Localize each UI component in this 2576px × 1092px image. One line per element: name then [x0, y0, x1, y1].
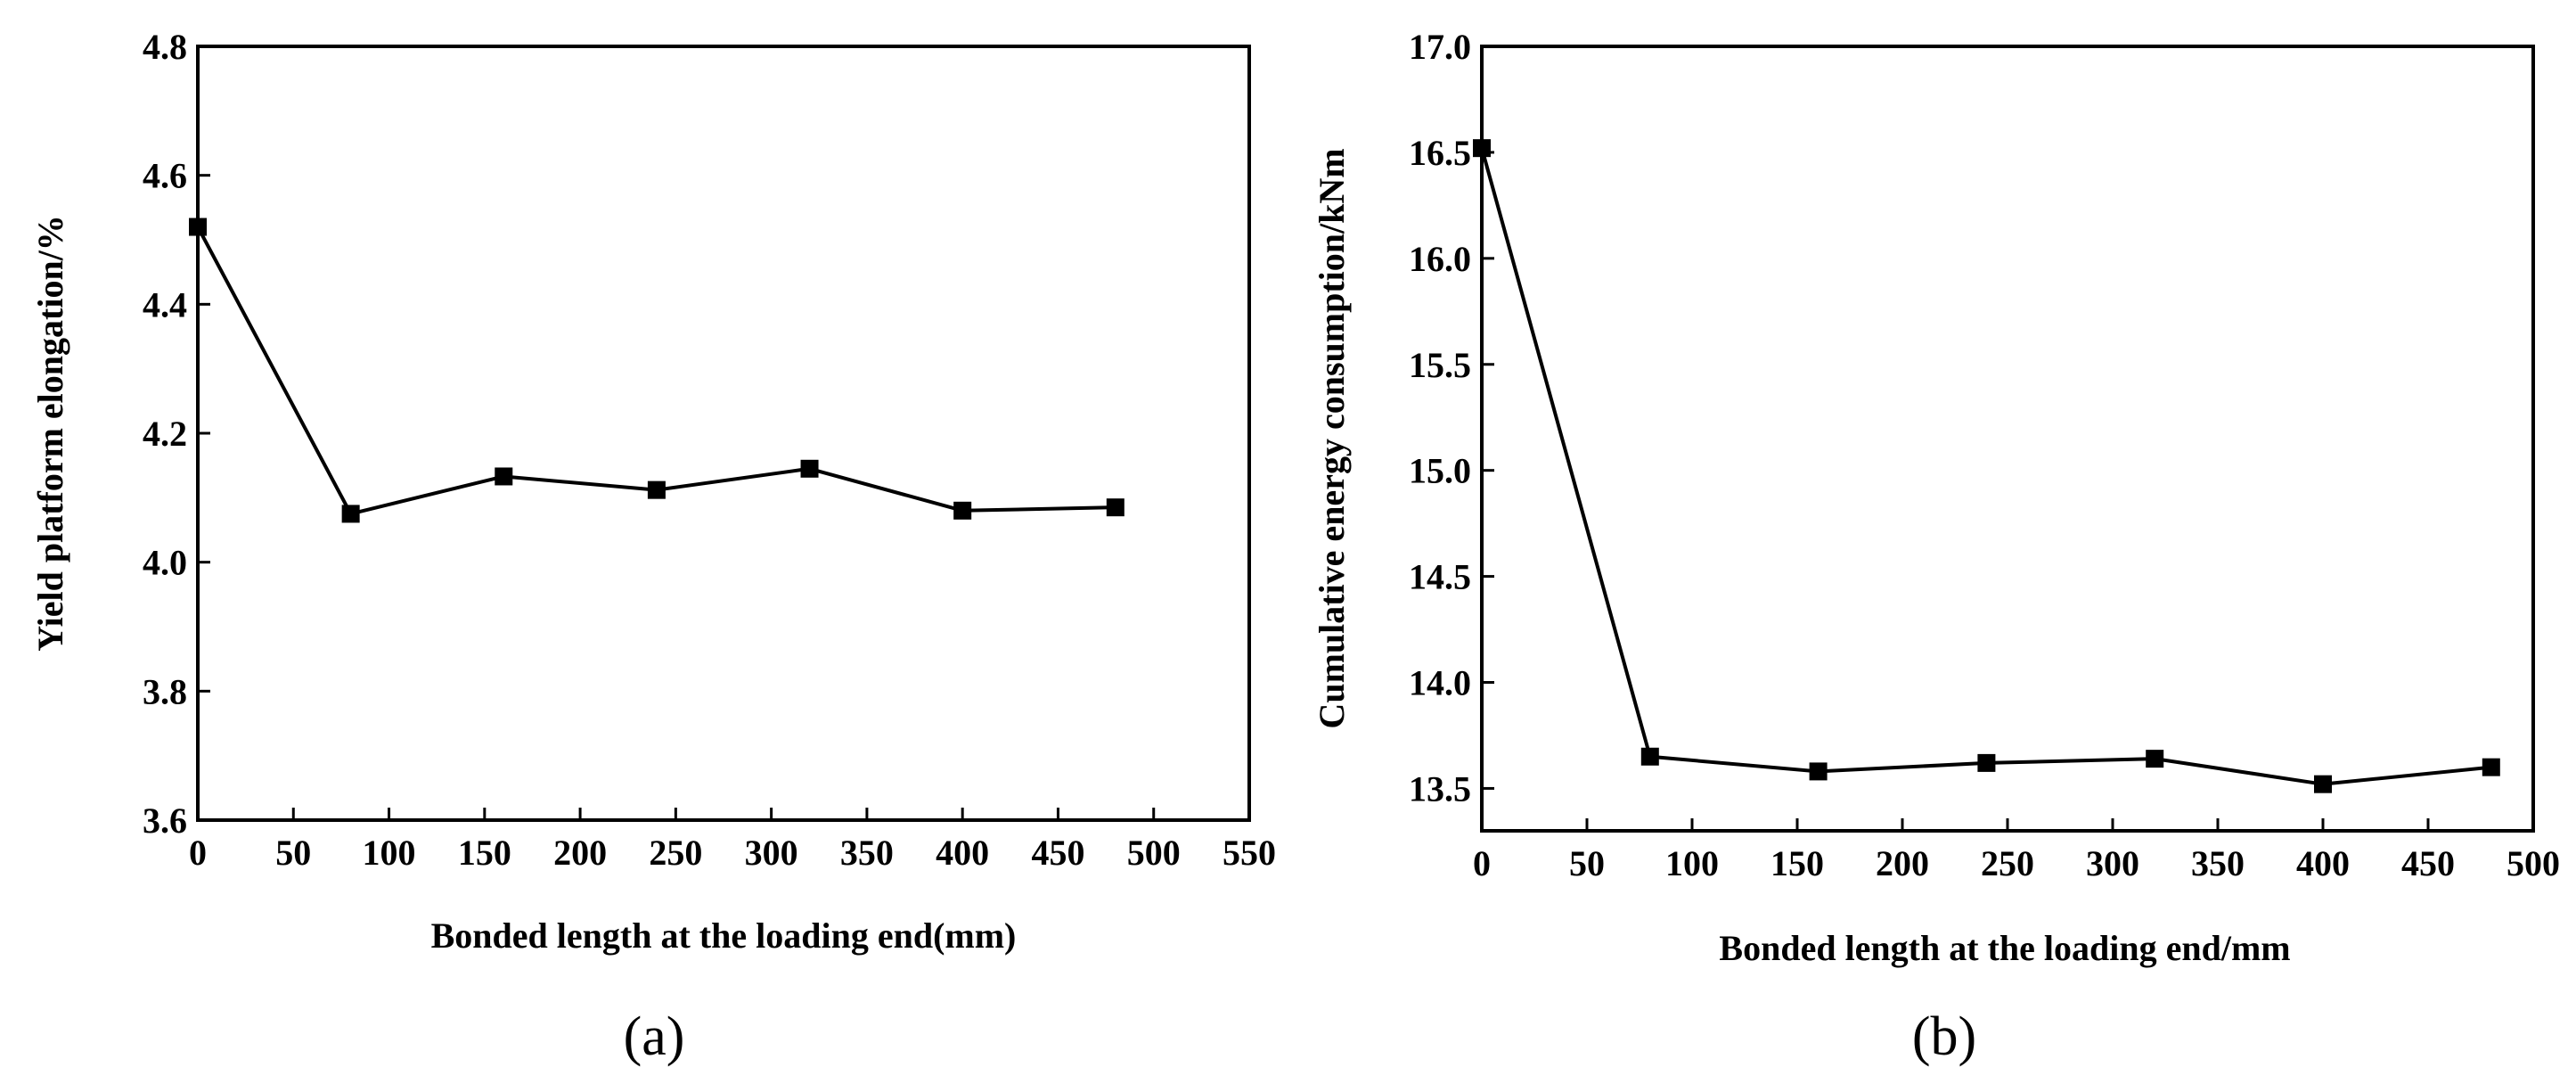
data-point [2146, 750, 2164, 768]
x-tick-label: 450 [2401, 843, 2455, 883]
y-tick-label: 16.5 [1409, 133, 1471, 173]
x-tick-label: 200 [553, 833, 607, 873]
y-tick-label: 4.8 [143, 27, 187, 67]
data-point [2314, 775, 2332, 793]
data-point [800, 459, 819, 478]
x-tick-label: 200 [1876, 843, 1929, 883]
chart-panel-b: 0 50 100 150 200 250 300 350 400 450 500 13.5 14.0 14… [1312, 27, 2560, 1067]
y-axis-label-b: Cumulative energy consumption/kNm [1312, 148, 1352, 728]
x-tick-label: 50 [1569, 843, 1605, 883]
panel-label-b: (b) [1912, 1006, 1976, 1067]
axis-ticks-b: 0 50 100 150 200 250 300 350 400 450 500 13.5 14.0 14… [1409, 27, 2560, 883]
x-tick-label: 350 [2191, 843, 2245, 883]
x-tick-label: 250 [649, 833, 702, 873]
y-tick-label: 4.0 [143, 543, 187, 583]
x-tick-label: 150 [458, 833, 511, 873]
x-tick-label: 500 [2506, 843, 2560, 883]
data-point [341, 505, 360, 523]
data-point [953, 501, 972, 520]
x-tick-label: 300 [2086, 843, 2139, 883]
data-point [2482, 758, 2500, 776]
y-tick-label: 16.0 [1409, 239, 1471, 279]
data-point [1809, 762, 1828, 781]
x-tick-label: 350 [840, 833, 894, 873]
x-tick-label: 550 [1223, 833, 1276, 873]
y-tick-label: 17.0 [1409, 27, 1471, 67]
data-point [1106, 498, 1124, 517]
y-tick-label: 4.6 [143, 156, 187, 196]
x-axis-label-a: Bonded length at the loading end(mm) [431, 915, 1017, 956]
y-tick-label: 4.2 [143, 414, 187, 454]
data-point [1977, 753, 1996, 772]
x-tick-label: 50 [275, 833, 311, 873]
series-line [1480, 147, 2492, 786]
x-tick-label: 300 [745, 833, 798, 873]
data-point [1640, 747, 1659, 766]
x-tick-label: 250 [1981, 843, 2034, 883]
y-axis-label-a: Yield platform elongation/% [30, 215, 70, 652]
axis-ticks-a: 0 50 100 150 200 250 300 350 400 450 500 550 3.6 3.8 4… [143, 27, 1276, 873]
x-tick-label: 100 [363, 833, 416, 873]
data-point [189, 218, 207, 236]
data-point [495, 467, 513, 486]
x-tick-label: 400 [936, 833, 989, 873]
y-tick-label: 14.5 [1409, 557, 1471, 597]
data-point [1473, 139, 1491, 158]
panel-label-a: (a) [624, 1006, 685, 1067]
y-tick-label: 15.0 [1409, 451, 1471, 491]
x-axis-label-b: Bonded length at the loading end/mm [1719, 928, 2290, 968]
x-tick-label: 100 [1665, 843, 1719, 883]
y-tick-label: 13.5 [1409, 768, 1471, 809]
x-tick-label: 500 [1127, 833, 1181, 873]
y-tick-label: 14.0 [1409, 663, 1471, 703]
series-b [1473, 139, 2500, 793]
series-line [196, 226, 1116, 516]
x-tick-label: 0 [189, 833, 207, 873]
chart-panel-a: 0 50 100 150 200 250 300 350 400 450 500 550 3.6 3.8 4… [30, 27, 1276, 1067]
y-tick-label: 3.8 [143, 671, 187, 711]
y-tick-label: 3.6 [143, 801, 187, 841]
plot-area-a [196, 45, 1251, 822]
y-tick-label: 4.4 [143, 284, 187, 324]
y-tick-label: 15.5 [1409, 345, 1471, 385]
data-point [647, 480, 666, 499]
x-tick-label: 150 [1770, 843, 1824, 883]
x-tick-label: 0 [1473, 843, 1491, 883]
x-tick-label: 400 [2296, 843, 2350, 883]
x-tick-label: 450 [1031, 833, 1084, 873]
series-a [189, 218, 1124, 523]
